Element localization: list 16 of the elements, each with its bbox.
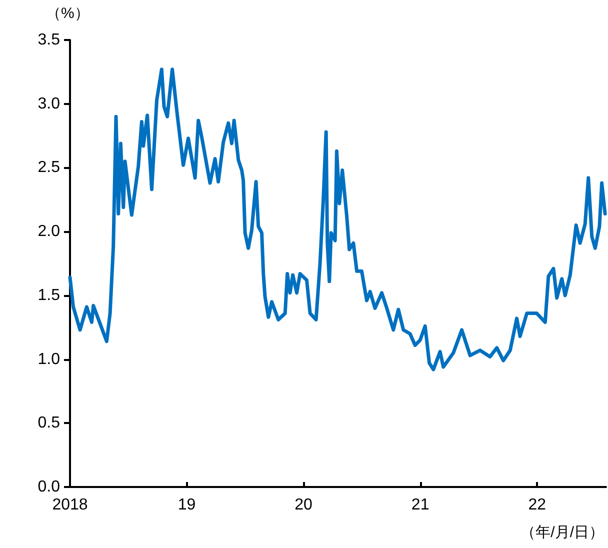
y-tick-label: 3.0 [38,95,60,112]
x-tick-label: 2018 [52,496,88,514]
y-tick-label: 1.0 [38,350,60,368]
y-tick-label: 1.5 [38,286,60,304]
y-axis-title: （%） [46,5,90,22]
y-tick-label: 0.5 [38,414,60,432]
y-tick-label: 2.5 [38,159,60,176]
x-axis-title: （年/月/日） [520,524,604,541]
y-tick-label: 0.0 [38,478,60,496]
y-tick-label: 2.0 [38,223,60,240]
line-series [68,68,607,372]
x-tick-label: 22 [528,496,546,514]
x-tick-label: 20 [294,496,313,514]
y-tick-label: 3.5 [38,32,60,48]
x-tick-label: 19 [178,496,196,514]
x-tick-label: 21 [411,496,430,514]
